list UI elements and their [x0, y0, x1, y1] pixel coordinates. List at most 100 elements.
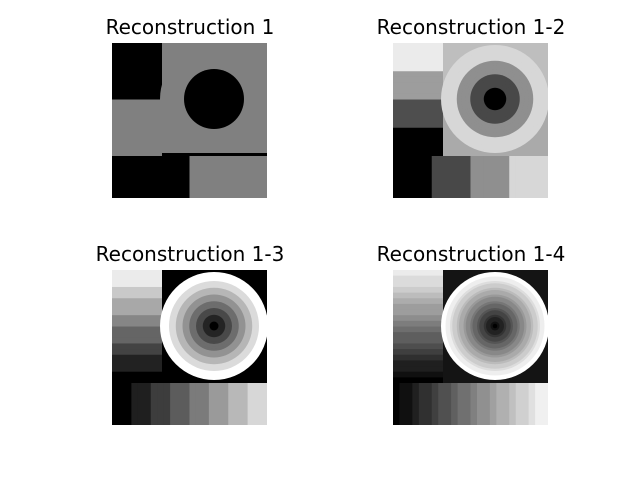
- left-ramp-band: [112, 338, 163, 344]
- left-ramp-band: [112, 105, 163, 111]
- bottom-ramp-band: [445, 156, 452, 198]
- bottom-ramp-band: [248, 383, 255, 425]
- left-ramp-band: [112, 150, 163, 156]
- left-ramp-band: [393, 366, 444, 372]
- left-ramp-band: [393, 332, 444, 338]
- left-ramp-band: [393, 116, 444, 122]
- left-ramp-band: [393, 83, 444, 89]
- left-ramp-band: [393, 321, 444, 327]
- bottom-ramp-band: [228, 156, 235, 198]
- left-ramp-band: [112, 145, 163, 151]
- bottom-ramp-band: [209, 383, 216, 425]
- bottom-ramp-band: [483, 383, 490, 425]
- bottom-ramp-band: [477, 383, 484, 425]
- left-ramp-band: [393, 77, 444, 83]
- bottom-ramp-band: [406, 383, 413, 425]
- bottom-ramp-band: [477, 156, 484, 198]
- bottom-ramp-band: [157, 156, 164, 198]
- bottom-ramp-band: [151, 156, 158, 198]
- left-ramp-band: [112, 349, 163, 355]
- left-ramp-band: [112, 60, 163, 66]
- left-ramp-band: [393, 71, 444, 77]
- left-ramp-band: [112, 49, 163, 55]
- reconstruction-image-1: [112, 43, 267, 198]
- left-ramp-band: [112, 111, 163, 117]
- left-ramp-band: [112, 71, 163, 77]
- bottom-ramp-band: [157, 383, 164, 425]
- left-ramp-band: [112, 116, 163, 122]
- left-ramp-band: [393, 122, 444, 128]
- left-ramp-band: [393, 54, 444, 60]
- left-ramp-band: [112, 66, 163, 72]
- panel-title-1: Reconstruction 1: [70, 15, 310, 39]
- left-ramp-band: [112, 122, 163, 128]
- bottom-ramp-band: [215, 156, 222, 198]
- left-ramp-band: [112, 372, 163, 378]
- bottom-ramp-band: [471, 383, 478, 425]
- left-ramp-band: [393, 66, 444, 72]
- left-ramp-band: [112, 139, 163, 145]
- left-ramp-band: [112, 343, 163, 349]
- bottom-ramp-band: [183, 156, 190, 198]
- bottom-ramp-band: [425, 156, 432, 198]
- bottom-ramp-band: [522, 383, 529, 425]
- left-ramp-band: [393, 338, 444, 344]
- bottom-ramp-band: [503, 156, 510, 198]
- bottom-ramp-band: [183, 383, 190, 425]
- left-ramp-band: [112, 100, 163, 106]
- reconstruction-image-2: [393, 43, 548, 198]
- bottom-ramp-band: [131, 383, 138, 425]
- bottom-ramp-band: [522, 156, 529, 198]
- bottom-ramp-band: [496, 383, 503, 425]
- bottom-ramp-band: [125, 156, 132, 198]
- bottom-ramp-band: [112, 383, 119, 425]
- left-ramp-band: [393, 372, 444, 378]
- bottom-ramp-band: [464, 383, 471, 425]
- bottom-ramp-band: [222, 383, 229, 425]
- bottom-ramp-band: [118, 383, 125, 425]
- reconstruction-image-4: [393, 270, 548, 425]
- left-ramp-band: [112, 298, 163, 304]
- left-ramp-band: [112, 321, 163, 327]
- bottom-ramp-band: [406, 156, 413, 198]
- bottom-ramp-band: [125, 383, 132, 425]
- bottom-ramp-band: [542, 156, 548, 198]
- left-ramp-band: [112, 281, 163, 287]
- bottom-ramp-band: [177, 383, 184, 425]
- left-ramp-band: [393, 327, 444, 333]
- bottom-ramp-band: [535, 383, 542, 425]
- left-ramp-band: [112, 293, 163, 299]
- left-ramp-band: [393, 145, 444, 151]
- left-ramp-band: [393, 276, 444, 282]
- reconstruction-image-3: [112, 270, 267, 425]
- left-ramp-band: [112, 43, 163, 49]
- bottom-ramp-band: [202, 383, 209, 425]
- left-ramp-band: [393, 150, 444, 156]
- bottom-ramp-band: [164, 156, 171, 198]
- bottom-ramp-band: [419, 156, 426, 198]
- bottom-ramp-band: [222, 156, 229, 198]
- left-ramp-band: [393, 270, 444, 276]
- left-ramp-band: [393, 105, 444, 111]
- bottom-ramp-band: [432, 383, 439, 425]
- left-ramp-band: [393, 315, 444, 321]
- ring-level: [493, 324, 498, 329]
- left-ramp-band: [393, 111, 444, 117]
- bottom-ramp-band: [196, 383, 203, 425]
- bottom-ramp-band: [458, 156, 465, 198]
- left-ramp-band: [112, 315, 163, 321]
- bottom-ramp-band: [483, 156, 490, 198]
- panel-title-2: Reconstruction 1-2: [351, 15, 591, 39]
- bottom-ramp-band: [190, 156, 197, 198]
- bottom-ramp-band: [202, 156, 209, 198]
- bottom-ramp-band: [170, 156, 177, 198]
- bottom-ramp-band: [235, 383, 242, 425]
- left-ramp-band: [393, 281, 444, 287]
- bottom-ramp-band: [151, 383, 158, 425]
- bottom-ramp-band: [529, 383, 536, 425]
- bottom-ramp-band: [241, 156, 248, 198]
- left-ramp-band: [393, 343, 444, 349]
- bottom-ramp-band: [509, 383, 516, 425]
- left-ramp-band: [112, 366, 163, 372]
- bottom-ramp-band: [215, 383, 222, 425]
